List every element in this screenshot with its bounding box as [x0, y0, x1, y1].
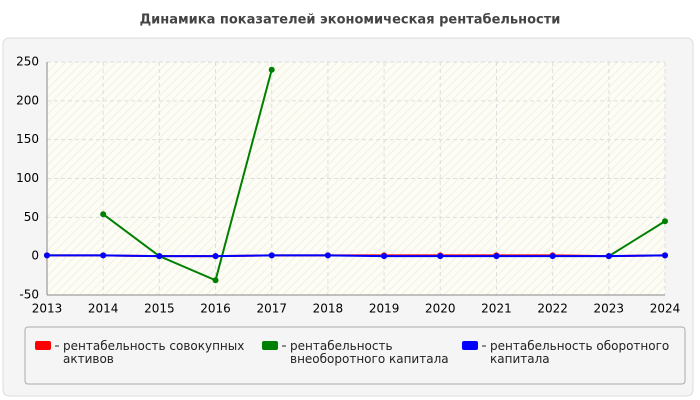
legend-box: [24, 326, 686, 385]
data-point: [605, 253, 612, 260]
data-point: [437, 253, 444, 260]
x-tick-label: 2017: [256, 302, 287, 316]
x-tick-label: 2014: [88, 302, 119, 316]
y-tick-label: 200: [16, 93, 39, 107]
data-point: [268, 252, 275, 259]
x-tick-label: 2023: [594, 302, 625, 316]
y-tick-label: -50: [19, 288, 39, 302]
x-tick-label: 2018: [313, 302, 344, 316]
x-tick-label: 2016: [200, 302, 231, 316]
legend-label: рентабельность оборотного капитала: [490, 339, 670, 366]
data-point: [381, 253, 388, 260]
x-tick-label: 2013: [32, 302, 63, 316]
legend-swatch: [35, 341, 51, 350]
legend-label: рентабельность внеоборотного капитала: [290, 339, 449, 366]
data-point: [44, 252, 50, 259]
x-tick-label: 2015: [144, 302, 175, 316]
y-tick-label: 150: [16, 132, 39, 146]
data-point: [100, 211, 107, 218]
data-point: [156, 253, 163, 260]
legend-label: рентабельность совокупных активов: [63, 339, 245, 366]
x-tick-label: 2022: [537, 302, 568, 316]
x-tick-label: 2019: [369, 302, 400, 316]
x-tick-label: 2020: [425, 302, 456, 316]
data-point: [324, 252, 331, 259]
data-point: [100, 252, 107, 259]
y-tick-label: 250: [16, 55, 39, 69]
data-point: [212, 277, 219, 284]
data-point: [212, 253, 219, 260]
x-tick-label: 2024: [650, 302, 681, 316]
chart-title: Динамика показателей экономическая рента…: [140, 13, 561, 28]
legend-swatch: [462, 341, 478, 350]
y-tick-label: 0: [31, 249, 39, 263]
series-line: [47, 254, 666, 258]
y-tick-label: 100: [16, 171, 39, 185]
y-tick-label: 50: [24, 210, 39, 224]
x-tick-label: 2021: [481, 302, 512, 316]
data-point: [549, 253, 556, 260]
legend-swatch: [262, 341, 278, 350]
data-point: [268, 66, 275, 73]
data-point: [662, 218, 668, 225]
series-line: [102, 69, 666, 282]
data-point: [662, 252, 668, 259]
data-point: [493, 253, 500, 260]
